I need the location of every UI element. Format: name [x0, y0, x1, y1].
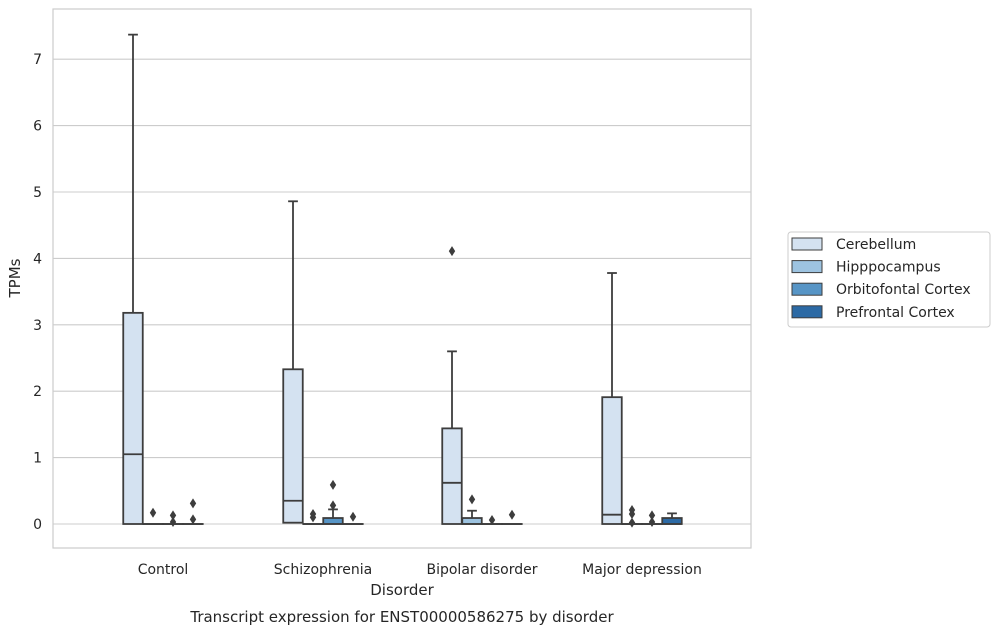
box-plot	[501, 509, 523, 525]
legend-label: Orbitofontal Cortex	[836, 282, 971, 298]
outlier-point	[648, 517, 656, 528]
legend-label: Prefrontal Cortex	[836, 305, 955, 321]
y-tick-label: 3	[33, 318, 42, 334]
outlier-point	[468, 494, 476, 505]
legend-swatch	[791, 237, 823, 251]
legend-swatch	[791, 305, 823, 319]
box-plot	[322, 479, 344, 525]
y-tick-label: 7	[33, 52, 42, 68]
y-tick-label: 0	[33, 517, 42, 533]
outlier-point	[309, 509, 317, 520]
legend-frame	[787, 231, 991, 328]
plot-background	[53, 9, 751, 548]
outlier-point	[169, 510, 177, 521]
box-plot	[122, 33, 144, 525]
outlier-point	[189, 498, 197, 509]
outlier-point	[149, 507, 157, 518]
box	[601, 396, 623, 525]
outlier-point	[189, 514, 197, 525]
x-tick-label: Control	[138, 562, 189, 578]
box-plot	[461, 494, 483, 525]
outlier-point	[329, 479, 337, 490]
y-tick-labels: 0 1 2 3 4 5 6 7	[33, 52, 42, 533]
legend-label: Cerebellum	[836, 237, 916, 253]
outlier-point	[349, 511, 357, 522]
legend-swatch	[791, 282, 823, 296]
box-plot	[661, 512, 683, 525]
box-plot	[621, 505, 643, 528]
legend-swatch	[791, 260, 823, 274]
box-plot	[601, 272, 623, 525]
box-plot	[342, 511, 364, 525]
chart-title: Transcript expression for ENST0000058627…	[189, 608, 614, 626]
box	[282, 368, 304, 524]
y-tick-label: 4	[33, 251, 42, 267]
y-tick-label: 2	[33, 384, 42, 400]
x-tick-label: Schizophrenia	[274, 562, 372, 578]
boxes	[122, 33, 683, 528]
box	[122, 311, 144, 525]
outlier-point	[628, 505, 636, 516]
outlier-point	[508, 509, 516, 520]
box-plot	[282, 200, 304, 524]
outlier-point	[648, 510, 656, 521]
outlier-point	[488, 515, 496, 526]
outlier-point	[329, 500, 337, 511]
legend: Cerebellum Hipppocampus Orbitofontal Corte…	[787, 231, 991, 328]
outlier-point	[448, 246, 456, 257]
outlier-point	[628, 517, 636, 528]
plot-frame	[52, 8, 752, 549]
grid	[53, 58, 751, 525]
y-tick-label: 6	[33, 119, 42, 135]
x-tick-label: Major depression	[582, 562, 702, 578]
x-tick-label: Bipolar disorder	[426, 562, 537, 578]
box-plot	[441, 246, 463, 525]
box-plot	[182, 498, 204, 525]
x-axis-label: Disorder	[370, 581, 434, 599]
y-axis-label: TPMs	[6, 258, 24, 298]
box	[441, 427, 463, 525]
y-tick-label: 5	[33, 185, 42, 201]
box-plot	[302, 509, 324, 525]
x-tick-labels: Control Schizophrenia Bipolar disorder Majo…	[138, 562, 702, 578]
y-tick-label: 1	[33, 451, 42, 467]
outlier-point	[169, 517, 177, 528]
legend-label: Hipppocampus	[836, 260, 941, 276]
